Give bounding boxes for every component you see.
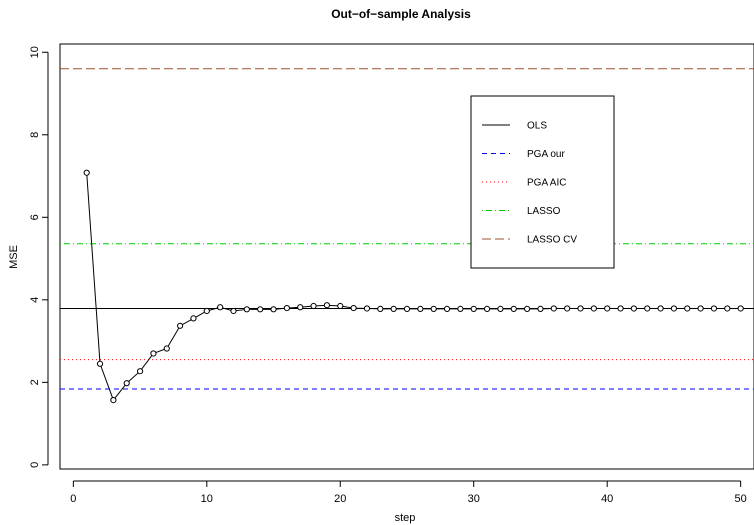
series-line: [86, 172, 741, 402]
data-point: [710, 305, 718, 312]
data-point: [497, 305, 504, 313]
data-point: [163, 345, 170, 352]
legend: OLS PGA our PGA AIC LASSO LASSO CV: [470, 95, 615, 269]
x-tick-label: 50: [735, 493, 747, 505]
data-point: [657, 305, 664, 312]
data-point: [230, 307, 237, 315]
data-series: [83, 169, 744, 404]
data-point: [96, 360, 104, 367]
y-tick-label: 4: [29, 297, 41, 303]
data-point: [283, 304, 290, 312]
data-point: [297, 304, 304, 311]
legend-label: LASSO: [527, 206, 561, 217]
legend-label: PGA AIC: [527, 178, 566, 189]
data-point: [337, 302, 344, 310]
y-tick-label: 6: [29, 214, 41, 220]
data-point: [483, 305, 491, 313]
x-tick-label: 30: [468, 493, 480, 505]
data-point: [217, 304, 224, 311]
data-point: [243, 306, 250, 313]
data-point: [390, 305, 397, 313]
data-point: [323, 302, 331, 309]
data-point: [697, 305, 704, 312]
data-point: [203, 307, 210, 315]
plot-frame: [59, 43, 754, 470]
data-point: [670, 305, 678, 312]
data-point: [83, 169, 90, 176]
data-point: [737, 305, 744, 312]
data-point: [564, 305, 571, 312]
data-point: [684, 305, 691, 312]
data-point: [644, 305, 651, 312]
x-axis-title: step: [395, 512, 416, 524]
data-point: [257, 306, 264, 313]
data-point: [604, 305, 611, 312]
data-point: [150, 350, 157, 357]
data-point: [430, 305, 437, 313]
data-point: [550, 305, 557, 312]
chart-title: Out−of−sample Analysis: [331, 7, 471, 21]
data-point: [577, 305, 584, 312]
y-axis-title: MSE: [8, 245, 20, 269]
x-tick-label: 20: [334, 493, 346, 505]
data-point: [177, 322, 184, 329]
data-point: [136, 368, 144, 375]
data-point: [630, 305, 637, 312]
data-point: [524, 305, 531, 313]
data-point: [270, 306, 277, 313]
data-point: [617, 305, 624, 312]
y-tick-label: 2: [29, 379, 41, 385]
data-point: [417, 305, 424, 313]
data-point: [403, 305, 411, 313]
data-point: [537, 305, 544, 313]
data-point: [190, 315, 197, 322]
data-point: [457, 305, 464, 313]
x-tick-label: 10: [201, 493, 213, 505]
x-tick-label: 0: [70, 493, 76, 505]
data-point: [310, 302, 317, 310]
data-point: [510, 305, 517, 313]
data-point: [363, 305, 371, 312]
legend-label: PGA our: [527, 149, 565, 160]
legend-label: LASSO CV: [527, 235, 577, 246]
y-tick-label: 0: [29, 462, 41, 468]
legend-label: OLS: [527, 121, 547, 132]
data-point: [443, 305, 451, 313]
y-axis: 0 2 4 6 8 10: [29, 46, 49, 468]
x-tick-label: 40: [601, 493, 613, 505]
reference-lines: [60, 68, 754, 390]
data-point: [470, 305, 477, 313]
data-point: [724, 305, 731, 312]
data-point: [350, 304, 357, 312]
y-tick-label: 10: [29, 46, 41, 58]
x-axis: 0 10 20 30 40 50: [70, 480, 747, 505]
data-point: [590, 305, 597, 312]
data-point: [377, 305, 384, 313]
data-point: [110, 396, 117, 404]
y-tick-label: 8: [29, 132, 41, 138]
data-point: [123, 380, 130, 387]
